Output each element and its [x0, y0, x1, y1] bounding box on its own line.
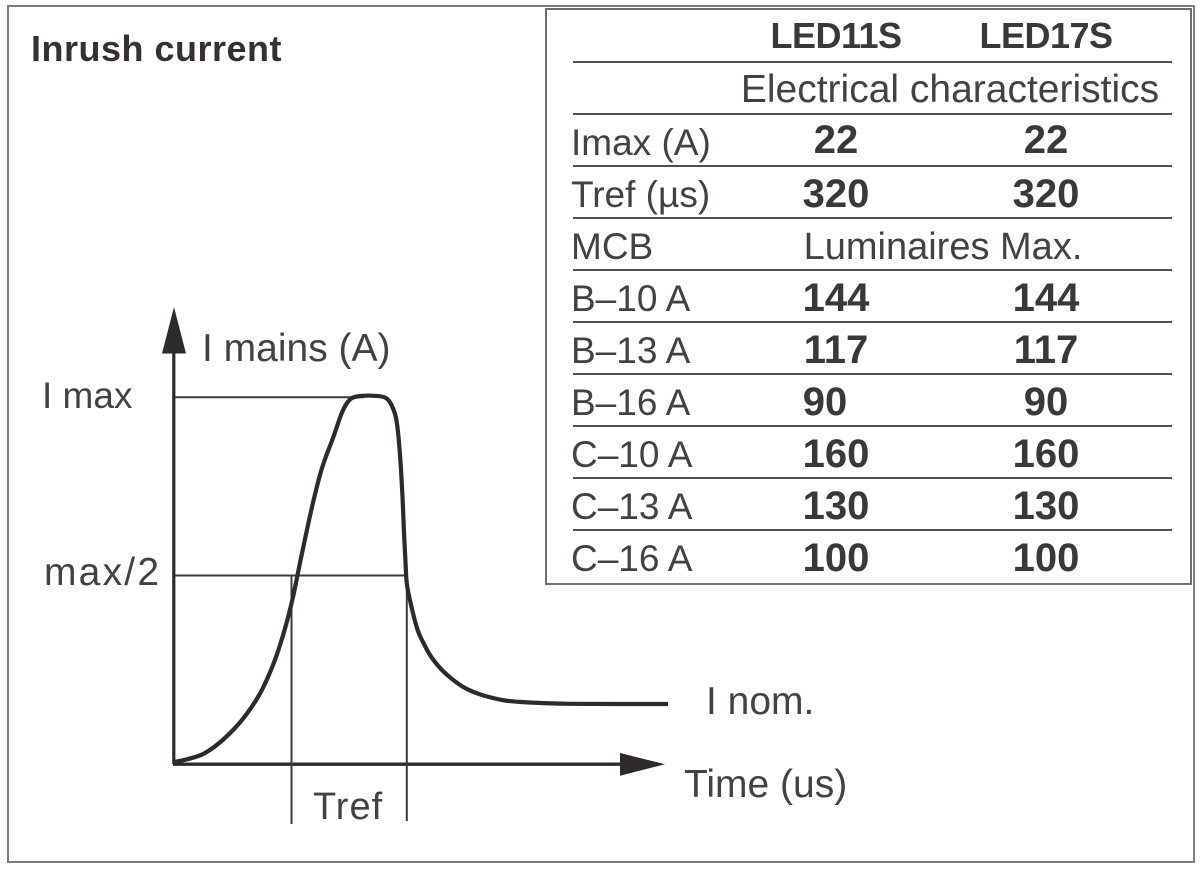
svg-text:Tref: Tref [313, 786, 383, 828]
svg-text:I max: I max [42, 375, 133, 416]
svg-text:I mains (A): I mains (A) [202, 327, 391, 370]
svg-text:Time (us): Time (us) [684, 763, 847, 806]
svg-text:max/2: max/2 [44, 551, 161, 594]
svg-text:I nom.: I nom. [706, 680, 814, 723]
